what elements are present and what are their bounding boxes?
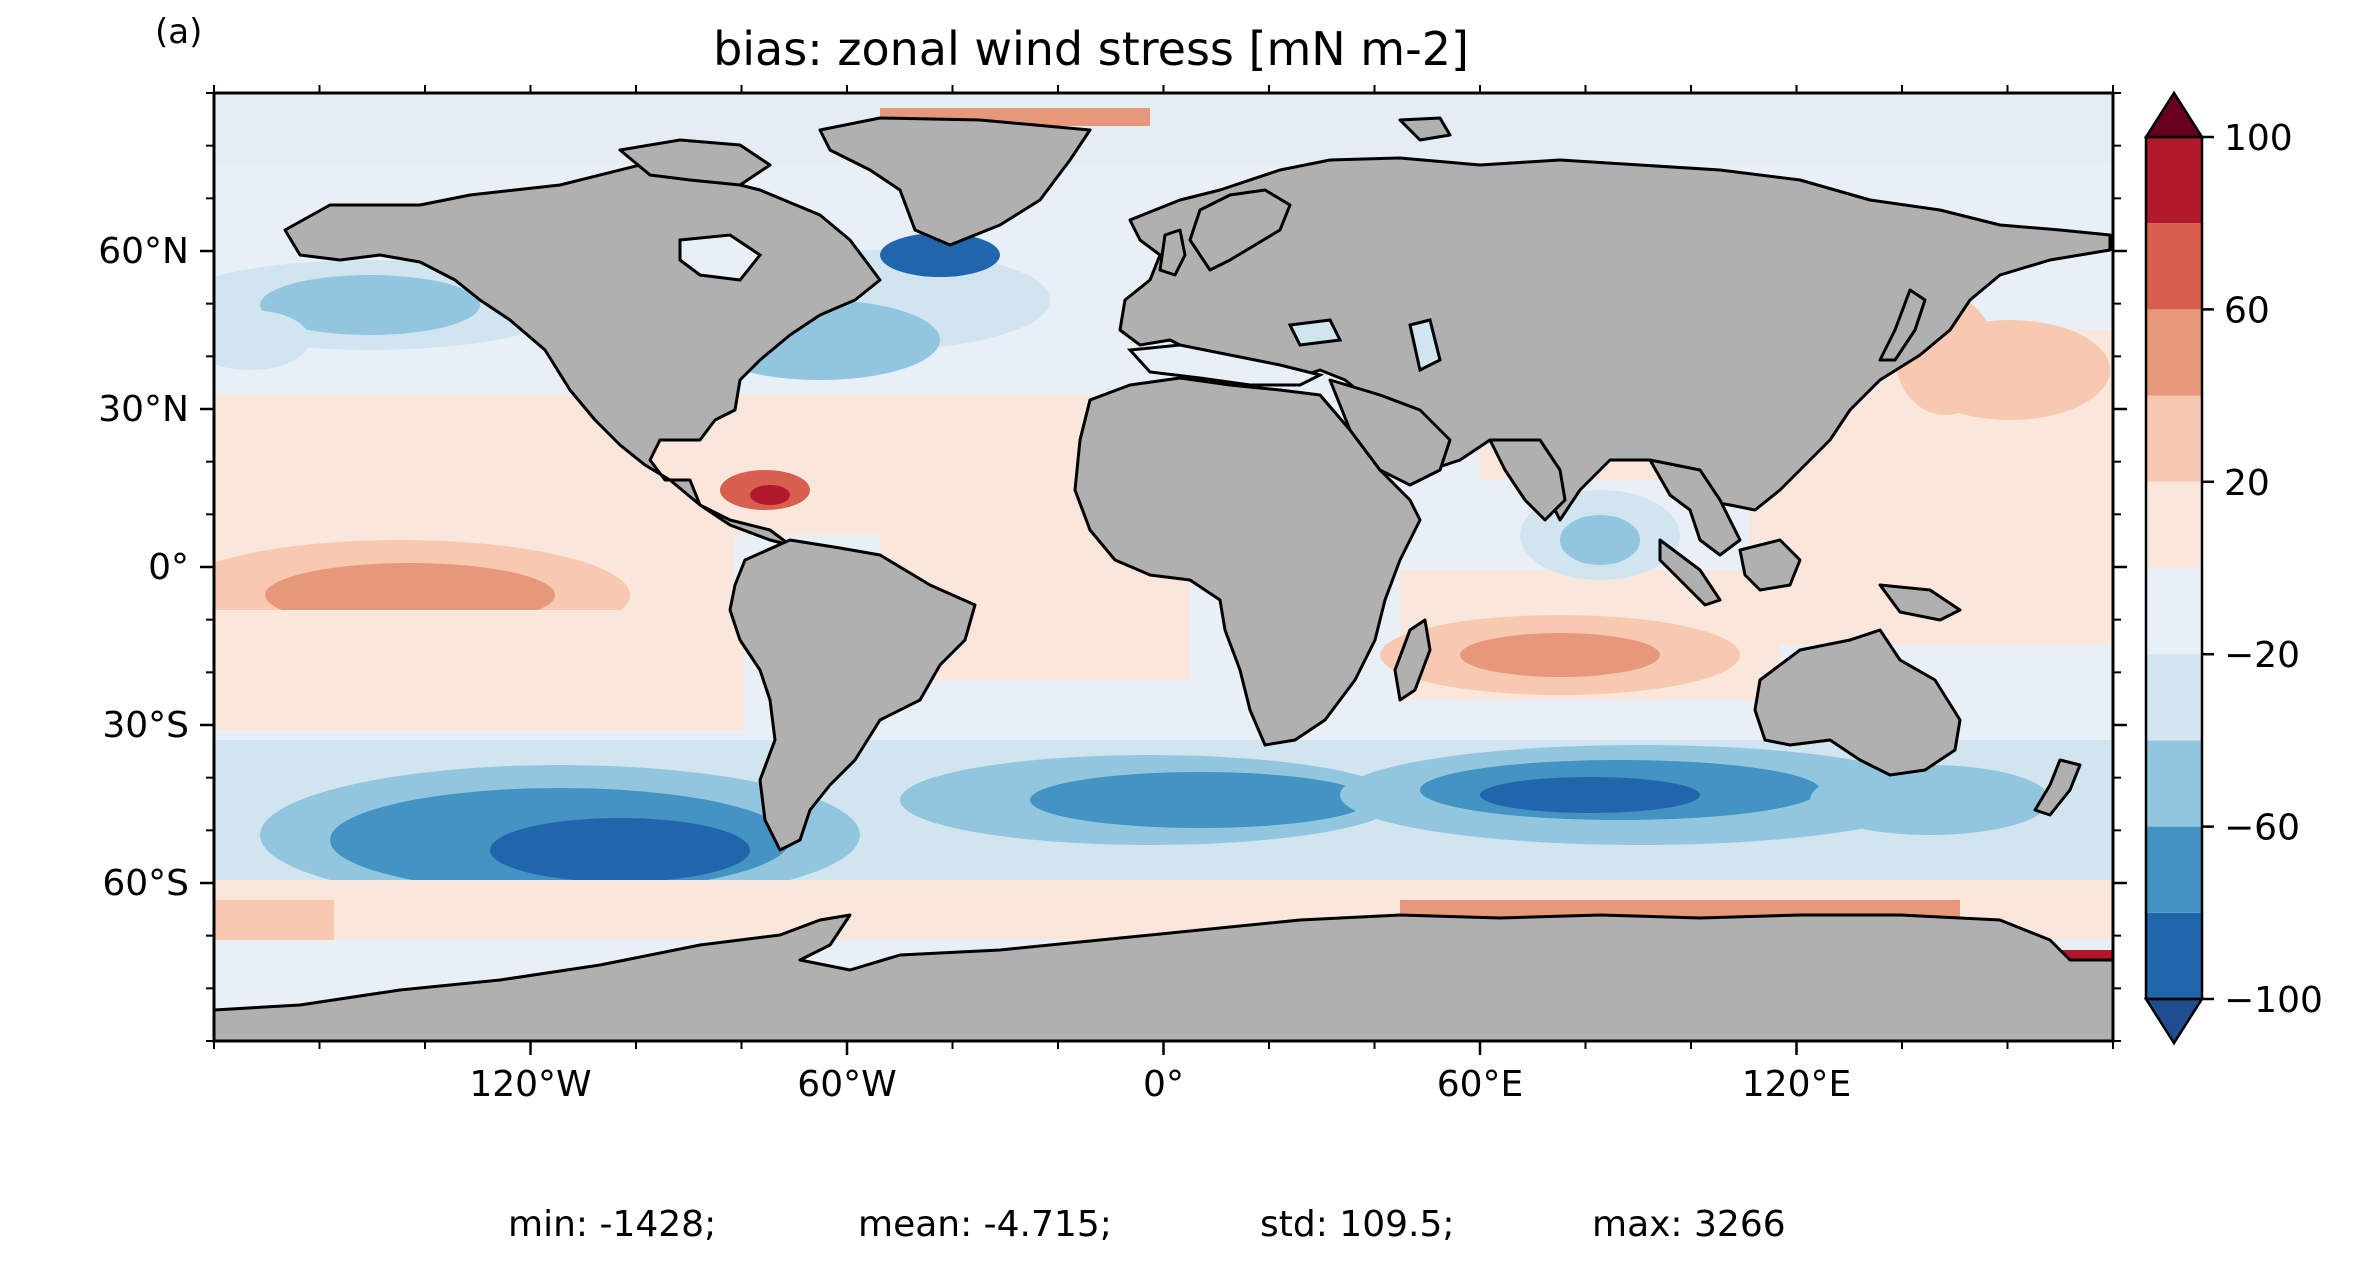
lat-axis: 60°N 30°N 0° 30°S 60°S — [98, 92, 2127, 1042]
stat-mean: mean: -4.715; — [858, 1204, 1112, 1245]
stat-std: std: 109.5; — [1260, 1204, 1455, 1245]
colorbar-bin — [2146, 912, 2202, 999]
australia — [1753, 628, 1962, 777]
svalbard — [1398, 116, 1452, 142]
lon-tick-label: 60°W — [797, 1064, 896, 1105]
stat-min: min: -1428; — [508, 1204, 717, 1245]
sumatra — [1658, 538, 1722, 607]
stat-max: max: 3266 — [1592, 1204, 1786, 1245]
colorbar-bin — [2146, 309, 2202, 396]
colorbar-tick-label: 20 — [2224, 463, 2270, 504]
caspian-sea — [1408, 318, 1442, 373]
figure-title: bias: zonal wind stress [mN m-2] — [0, 22, 2362, 76]
arctic-band — [214, 93, 2113, 163]
se-asia — [1648, 458, 1742, 557]
arabia — [1328, 378, 1452, 487]
madagascar — [1393, 618, 1432, 702]
india — [1488, 438, 1567, 522]
lon-tick-label: 0° — [1143, 1064, 1184, 1105]
panel-label: (a) — [155, 12, 203, 52]
lon-tick-label: 60°E — [1437, 1064, 1524, 1105]
japan — [1878, 288, 1927, 362]
lon-tick-label: 120°E — [1742, 1064, 1851, 1105]
mediterranean — [1126, 343, 1325, 387]
colorbar-tick-label: 100 — [2224, 118, 2293, 159]
colorbar: 100 60 20 −20 −60 −100 — [2143, 90, 2323, 1046]
figure-title-text: bias: zonal wind stress [mN m-2] — [713, 22, 1469, 76]
black-sea — [1287, 318, 1343, 347]
colorbar-bin — [2146, 395, 2202, 482]
colorbar-bin — [2146, 568, 2202, 655]
npac-blue-inner — [260, 275, 480, 335]
lat-tick-label: 30°N — [98, 389, 189, 430]
lon-axis: 120°W 60°W 0° 60°E 120°E — [213, 85, 2114, 1105]
lat-tick-label: 60°S — [102, 863, 189, 904]
colorbar-bin — [2146, 137, 2202, 224]
colorbar-tick-label: −20 — [2224, 635, 2300, 676]
lon-tick-label: 120°W — [469, 1064, 591, 1105]
lat-tick-label: 30°S — [102, 705, 189, 746]
colorbar-bin — [2146, 223, 2202, 310]
africa — [1073, 376, 1422, 747]
colorbar-bin — [2146, 826, 2202, 913]
new-zealand — [2033, 758, 2082, 817]
british-isles — [1158, 228, 1187, 277]
borneo — [1738, 538, 1802, 592]
bias-field — [214, 93, 2113, 1041]
colorbar-bin — [2146, 654, 2202, 741]
sopac-deep-blue — [490, 818, 750, 882]
colorbar-extend-min — [2143, 997, 2205, 1046]
antarctica — [214, 913, 2113, 1041]
south-america — [728, 538, 977, 852]
colorbar-tick-label: −100 — [2224, 980, 2323, 1021]
new-guinea — [1878, 583, 1962, 622]
colorbar-tick-label: 60 — [2224, 290, 2270, 331]
greenland — [818, 116, 1092, 247]
colorbar-tick-label: −60 — [2224, 808, 2300, 849]
lat-tick-label: 0° — [148, 547, 189, 588]
colorbar-extend-max — [2143, 90, 2205, 139]
colorbar-bin — [2146, 740, 2202, 827]
colorbar-frame — [2144, 135, 2204, 1001]
arctic-islands — [618, 138, 772, 187]
lat-tick-label: 60°N — [98, 231, 189, 272]
colorbar-bin — [2146, 481, 2202, 568]
hudson-bay — [678, 233, 763, 282]
scandinavia — [1188, 188, 1292, 272]
